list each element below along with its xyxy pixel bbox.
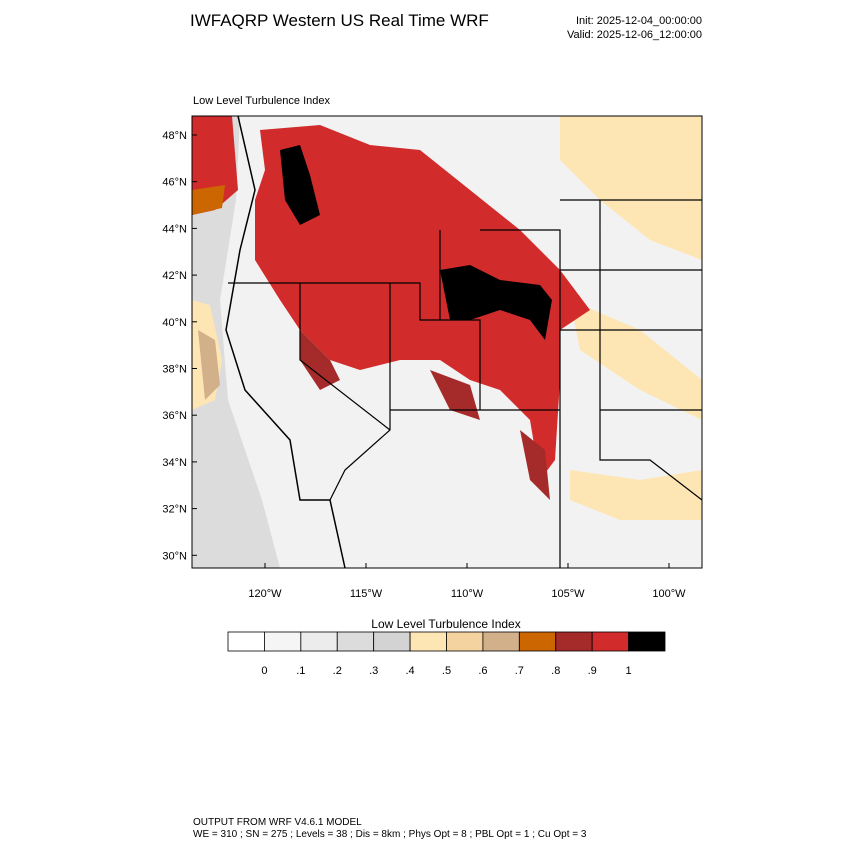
colorbar-box [373,631,411,652]
lat-label: 32°N [162,504,187,516]
lat-label: 48°N [162,130,187,142]
colorbar-label: .8 [551,665,560,677]
lat-label: 34°N [162,457,187,469]
turbulence-area [255,125,590,480]
colorbar-label: 0 [261,665,267,677]
colorbar-box [409,631,447,652]
colorbar-label: .6 [478,665,487,677]
colorbar-box [300,631,338,652]
lon-label: 115°W [350,588,383,600]
state-borders [228,199,702,568]
colorbar-box [336,631,375,652]
colorbar-label: .3 [369,665,378,677]
turbulence-area [192,185,225,215]
colorbar-box [591,631,629,652]
turbulence-area [570,470,702,520]
coastline [225,116,346,568]
map-frame [191,115,703,569]
lat-label: 40°N [162,317,187,329]
footer-line: OUTPUT FROM WRF V4.6.1 MODEL [193,817,362,828]
lat-label: 38°N [162,364,187,376]
map [191,115,703,569]
colorbar-title: Low Level Turbulence Index [371,617,520,631]
lat-label: 42°N [162,270,187,282]
colorbar-label: .9 [588,665,597,677]
lat-label: 36°N [162,410,187,422]
colorbar: Low Level Turbulence Index 0 .1 .2 .3 .4 .5 .6… [227,617,666,677]
colorbar-box [628,631,666,652]
colorbar-label: 1 [626,665,632,677]
colorbar-label: .2 [333,665,342,677]
lat-label: 46°N [162,177,187,189]
colorbar-box [482,631,520,652]
valid-time: Valid: 2025-12-06_12:00:00 [567,29,702,41]
colorbar-label: .7 [515,665,524,677]
colorbar-box [518,631,557,652]
colorbar-box [227,631,265,652]
map-title: Low Level Turbulence Index [193,95,330,107]
footer-line: WE = 310 ; SN = 275 ; Levels = 38 ; Dis … [193,829,587,840]
colorbar-box [446,631,484,652]
lon-label: 100°W [652,588,686,600]
lon-label: 120°W [248,588,282,600]
colorbar-label: .4 [405,665,414,677]
turbulence-max [440,265,552,340]
lat-label: 44°N [162,223,187,235]
turbulence-area [198,330,220,400]
main-title: IWFAQRP Western US Real Time WRF [190,11,489,30]
colorbar-label: .5 [442,665,451,677]
lon-label: 105°W [551,588,585,600]
colorbar-label: .1 [296,665,305,677]
init-time: Init: 2025-12-04_00:00:00 [576,15,702,27]
colorbar-box [264,631,302,652]
turbulence-area [560,116,702,260]
turbulence-max [280,145,320,225]
ocean-field [192,116,280,568]
colorbar-box [555,631,593,652]
lon-label: 110°W [451,588,484,600]
lat-label: 30°N [162,550,187,562]
